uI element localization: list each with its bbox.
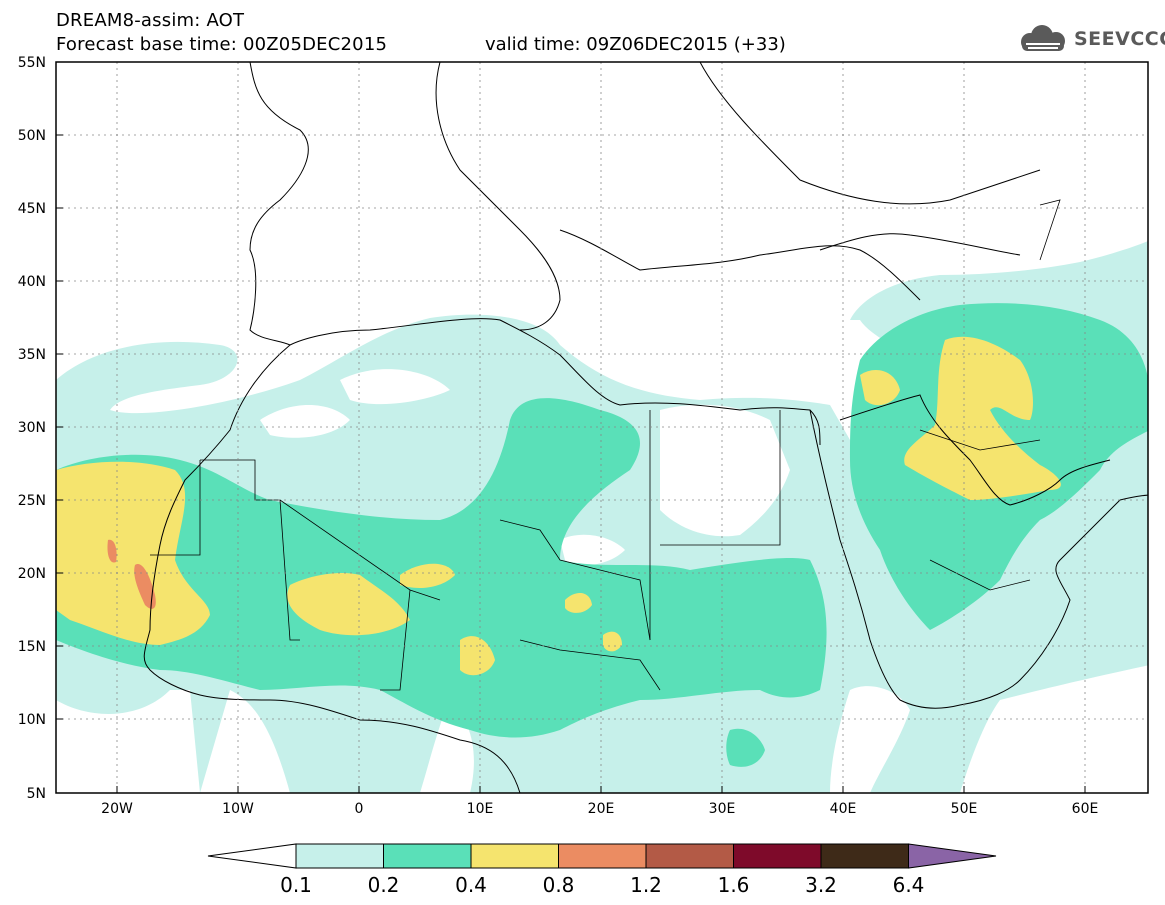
- colorbar-segment: [383, 843, 472, 869]
- lat-tick-label: 45N: [18, 201, 46, 217]
- lon-tick-label: 30E: [709, 801, 736, 817]
- lat-tick-label: 15N: [18, 639, 46, 655]
- lon-tick-label: 40E: [830, 801, 857, 817]
- lat-tick-label: 40N: [18, 274, 46, 290]
- map-title: DREAM8-assim: AOT: [56, 10, 245, 31]
- lon-tick-label: 10W: [222, 801, 254, 817]
- colorbar-segment: [820, 843, 909, 869]
- aot-band-0.8: [107, 539, 156, 609]
- colorbar: [207, 843, 997, 869]
- colorbar-label: 0.8: [543, 873, 575, 897]
- lat-tick-label: 55N: [18, 55, 46, 71]
- colorbar-segment: [470, 843, 559, 869]
- colorbar-label: 0.1: [280, 873, 312, 897]
- tick-marks: [56, 61, 1086, 793]
- gridlines: [56, 62, 1148, 793]
- lon-tick-label: 50E: [951, 801, 978, 817]
- lon-tick-label: 20E: [588, 801, 615, 817]
- cloud-logo-icon: [1021, 25, 1065, 51]
- country-borders: [150, 199, 1061, 691]
- colorbar-labels: 0.1 0.2 0.4 0.8 1.2 1.6 3.2 6.4: [280, 873, 924, 897]
- valid-time: valid time: 09Z06DEC2015 (+33): [485, 34, 786, 55]
- colorbar-label: 1.6: [718, 873, 750, 897]
- forecast-base-time: Forecast base time: 00Z05DEC2015: [56, 34, 388, 55]
- colorbar-label: 6.4: [893, 873, 925, 897]
- aot-low-areas: [56, 369, 1148, 793]
- lon-tick-label: 10E: [467, 801, 494, 817]
- lat-tick-label: 30N: [18, 420, 46, 436]
- colorbar-segment: [645, 843, 734, 869]
- colorbar-label: 0.4: [455, 873, 487, 897]
- colorbar-under-arrow: [207, 843, 297, 869]
- colorbar-segment: [295, 843, 384, 869]
- lon-tick-labels: 20W 10W 0 10E 20E 30E 40E 50E 60E: [101, 801, 1098, 817]
- logo-text: SEEVCCC: [1074, 28, 1165, 50]
- colorbar-segment: [558, 843, 647, 869]
- lon-tick-label: 20W: [101, 801, 133, 817]
- lat-tick-label: 25N: [18, 493, 46, 509]
- lat-tick-label: 5N: [27, 786, 46, 802]
- aot-band-0.4: [56, 336, 1061, 676]
- coastlines: [143, 62, 1148, 793]
- lat-tick-label: 35N: [18, 347, 46, 363]
- lat-tick-label: 10N: [18, 712, 46, 728]
- lon-tick-label: 0: [355, 801, 364, 817]
- colorbar-label: 0.2: [368, 873, 400, 897]
- lat-tick-label: 50N: [18, 128, 46, 144]
- colorbar-over-arrow: [908, 843, 997, 869]
- colorbar-segment: [733, 843, 822, 869]
- lat-tick-labels: 55N 50N 45N 40N 35N 30N 25N 20N 15N 10N …: [18, 55, 46, 802]
- colorbar-label: 1.2: [630, 873, 662, 897]
- lat-tick-label: 20N: [18, 566, 46, 582]
- colorbar-label: 3.2: [805, 873, 837, 897]
- lon-tick-label: 60E: [1072, 801, 1099, 817]
